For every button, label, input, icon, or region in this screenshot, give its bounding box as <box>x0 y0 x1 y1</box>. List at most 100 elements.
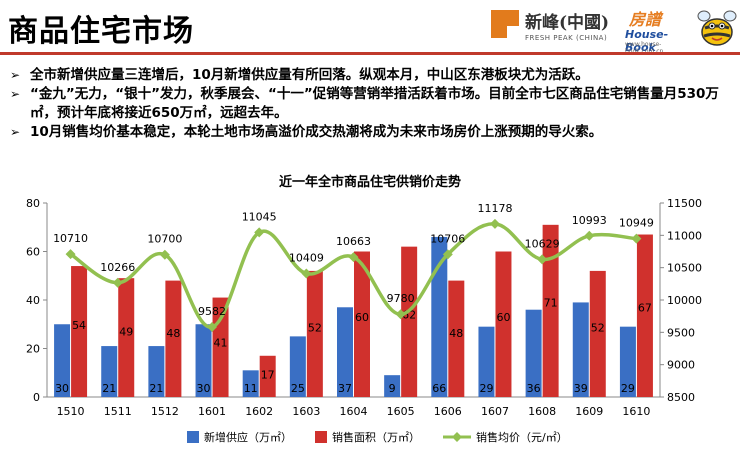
supply-bar <box>384 375 401 397</box>
left-axis-tick-label: 40 <box>26 294 40 307</box>
supply-bar <box>54 324 71 397</box>
legend-supply-label: 新增供应（万㎡） <box>204 430 292 444</box>
sales-area-bar <box>71 266 88 397</box>
x-axis-tick-label: 1607 <box>481 405 509 418</box>
sales-area-bar <box>354 251 370 397</box>
bullet-text-2: “金九”无力，“银十”发力，秋季展会、“十一”促销等营销举措活跃着市场。目前全市… <box>30 86 719 121</box>
avg-price-point <box>112 277 123 288</box>
supply-bar <box>148 346 165 397</box>
sales-area-bar-label: 60 <box>355 311 369 324</box>
right-axis-tick-label: 10500 <box>667 262 702 275</box>
x-axis-tick-label: 1606 <box>434 405 462 418</box>
supply-bar-label: 66 <box>432 382 446 395</box>
sales-area-bar-label: 67 <box>638 302 652 315</box>
avg-price-label: 10706 <box>430 232 465 245</box>
avg-price-label: 10409 <box>289 252 324 265</box>
x-axis-tick-label: 1512 <box>151 405 179 418</box>
x-axis-tick-label: 1511 <box>104 405 132 418</box>
avg-price-point <box>159 249 170 260</box>
supply-bar-label: 29 <box>479 382 493 395</box>
x-axis-tick-label: 1609 <box>575 405 603 418</box>
x-axis-tick-label: 1603 <box>292 405 320 418</box>
sales-area-bar <box>165 280 182 397</box>
sales-area-bar-label: 52 <box>591 322 605 335</box>
avg-price-label: 10710 <box>53 232 88 245</box>
supply-bar-label: 39 <box>574 382 588 395</box>
avg-price-point <box>537 254 548 265</box>
sales-area-bar-label: 49 <box>119 326 133 339</box>
supply-bar <box>431 236 448 397</box>
left-axis-tick-label: 20 <box>26 343 40 356</box>
avg-price-point <box>254 227 265 238</box>
sales-area-bar <box>495 251 512 397</box>
bullet-text-1: 全市新增供应量三连增后，10月新增供应量有所回落。纵观本月，中山区东港板块尤为活… <box>30 67 589 83</box>
x-axis-tick-label: 1602 <box>245 405 273 418</box>
sales-area-bar-label: 54 <box>72 319 86 332</box>
supply-bar-label: 29 <box>621 382 635 395</box>
left-axis-tick-label: 60 <box>26 246 40 259</box>
legend-avg-price-marker <box>452 432 462 442</box>
summary-bullets: ➢ 全市新增供应量三连增后，10月新增供应量有所回落。纵观本月，中山区东港板块尤… <box>8 66 736 142</box>
avg-price-point <box>631 233 642 244</box>
chart-title: 近一年全市商品住宅供销价走势 <box>279 174 461 190</box>
supply-bar <box>101 346 118 397</box>
supply-bar <box>337 307 353 397</box>
avg-price-point <box>301 268 312 279</box>
left-axis-tick-label: 0 <box>33 391 40 404</box>
fresh-peak-logo-icon <box>491 10 519 38</box>
sales-area-bar-label: 48 <box>449 327 463 340</box>
header: 商品住宅市场 新峰(中國) FRESH PEAK (CHINA) 房譜 Hous… <box>0 0 740 56</box>
chart-svg: 近一年全市商品住宅供销价走势 0 20 40 60 80 8500 9000 9500 1000… <box>26 174 702 444</box>
supply-bar <box>289 336 306 397</box>
fresh-peak-logo: 新峰(中國) FRESH PEAK (CHINA) <box>487 6 619 50</box>
sales-area-bar-label: 52 <box>308 322 322 335</box>
right-axis-tick-label: 9000 <box>667 359 695 372</box>
supply-bar-label: 9 <box>389 382 396 395</box>
avg-price-label: 10663 <box>336 235 371 248</box>
sales-area-bar-label: 48 <box>166 327 180 340</box>
x-axis-tick-label: 1604 <box>340 405 368 418</box>
legend-sales-area-swatch <box>315 431 327 443</box>
fresh-peak-logo-subtitle: FRESH PEAK (CHINA) <box>525 34 608 42</box>
house-book-logo-url: www.house-book.com.cn <box>625 41 663 55</box>
supply-bar-label: 36 <box>527 382 541 395</box>
supply-bar-label: 21 <box>102 382 116 395</box>
supply-bar-label: 11 <box>244 382 258 395</box>
avg-price-label: 9780 <box>387 292 415 305</box>
supply-bar <box>619 326 636 397</box>
right-axis-tick-label: 11500 <box>667 197 702 210</box>
sales-area-bar-label: 60 <box>496 311 510 324</box>
x-axis-tick-label: 1510 <box>57 405 85 418</box>
sales-area-bar-label: 41 <box>214 336 228 349</box>
sales-area-bar <box>589 270 606 397</box>
bullet-arrow-icon: ➢ <box>10 125 21 139</box>
avg-price-label: 11178 <box>477 202 512 215</box>
avg-price-label: 10993 <box>572 214 607 227</box>
left-axis-tick-label: 80 <box>26 197 40 210</box>
bee-mascot-icon <box>697 10 737 46</box>
sales-area-bar <box>118 278 135 397</box>
supply-bar-label: 30 <box>55 382 69 395</box>
avg-price-label: 10700 <box>147 233 182 246</box>
avg-price-point <box>584 230 595 241</box>
sales-area-bar <box>542 224 559 397</box>
legend-supply-swatch <box>187 431 199 443</box>
supply-bar <box>572 302 589 397</box>
bullet-arrow-icon: ➢ <box>10 87 21 101</box>
x-axis-tick-label: 1608 <box>528 405 556 418</box>
avg-price-point <box>207 322 218 333</box>
avg-price-label: 9582 <box>198 305 226 318</box>
bullet-text-3: 10月销售均价基本稳定，本轮土地市场高溢价成交热潮将成为未来市场房价上涨预期的导… <box>30 124 603 140</box>
avg-price-point <box>395 309 406 320</box>
fresh-peak-logo-name: 新峰(中國) <box>525 13 610 33</box>
avg-price-label: 11045 <box>242 210 277 223</box>
supply-bar <box>242 370 259 397</box>
sales-area-bar-label: 17 <box>261 368 275 381</box>
sales-area-bar <box>259 355 276 397</box>
supply-sales-price-chart: 近一年全市商品住宅供销价走势 0 20 40 60 80 8500 9000 9500 1000… <box>0 170 740 463</box>
avg-price-point <box>65 249 76 260</box>
house-book-logo-en: House-Book <box>625 28 669 54</box>
supply-bar-label: 30 <box>197 382 211 395</box>
avg-price-point <box>348 252 359 263</box>
house-book-logo: 房譜 House-Book www.house-book.com.cn <box>623 6 693 55</box>
